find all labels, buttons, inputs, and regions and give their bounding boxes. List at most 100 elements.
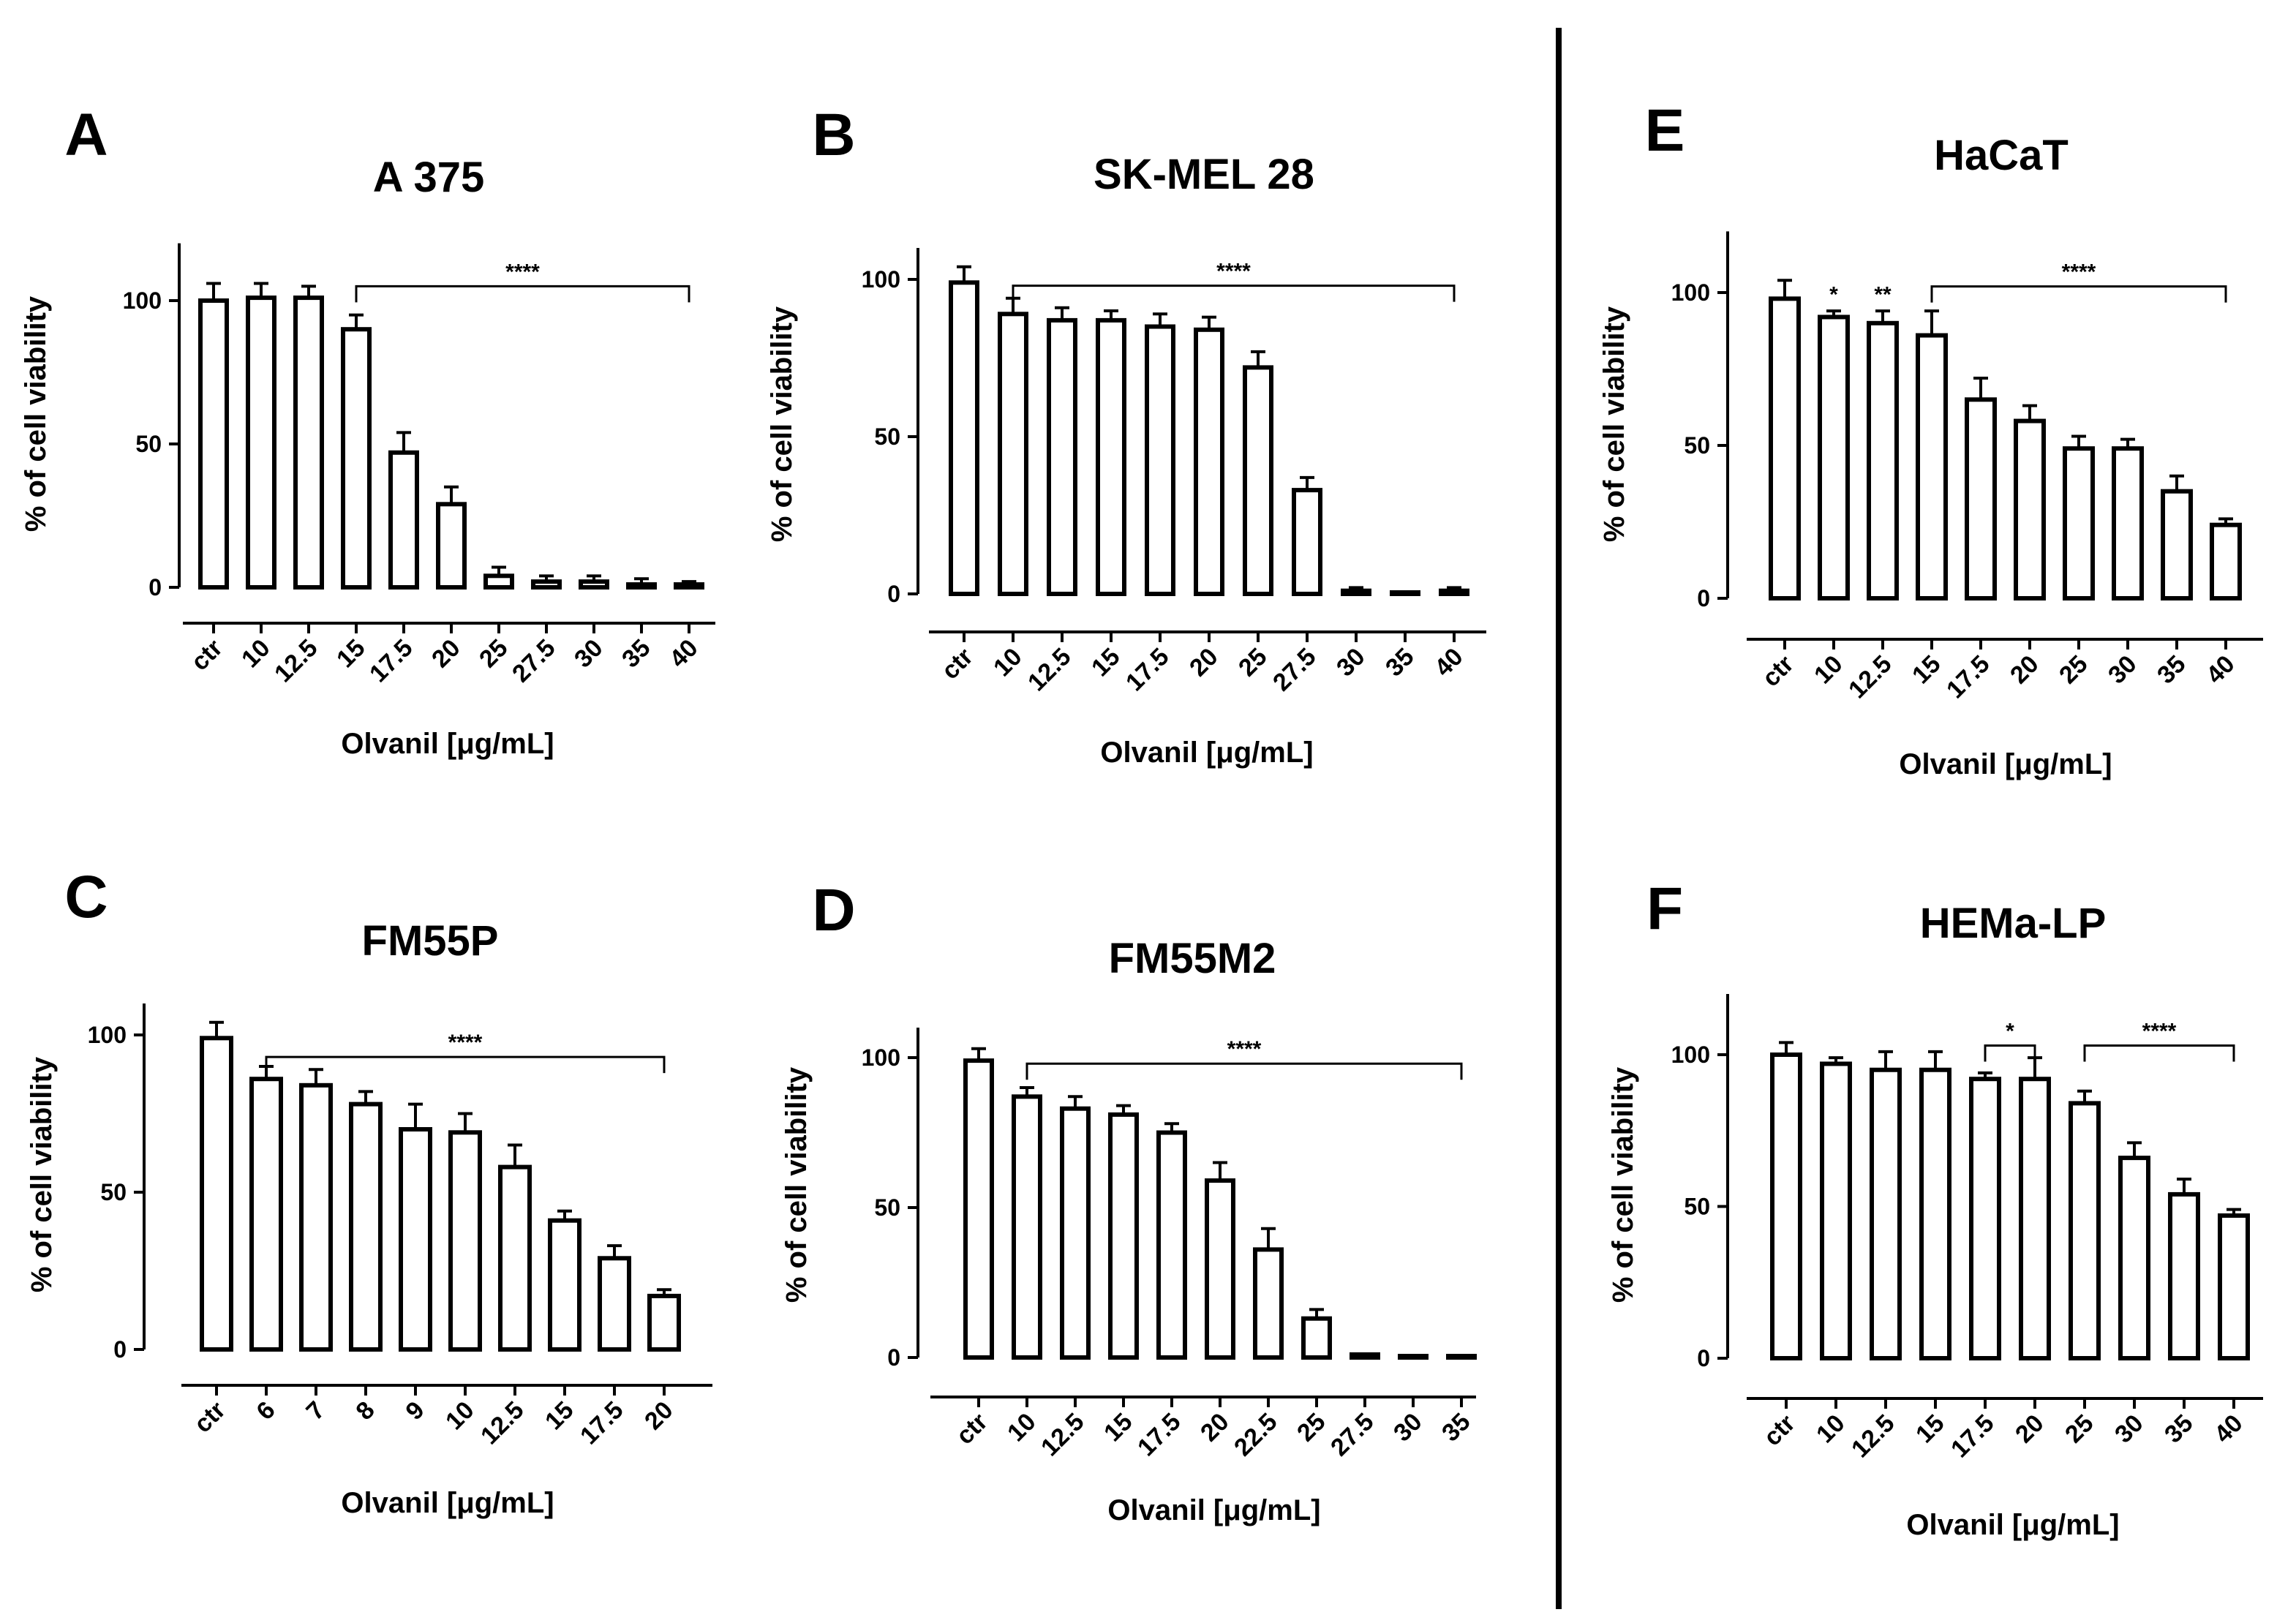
bar — [674, 582, 704, 590]
x-axis-label: Olvanil [μg/mL] — [1100, 737, 1313, 769]
x-tick-label: 12.5 — [1843, 650, 1897, 704]
chart-title: FM55P — [362, 917, 499, 965]
bar — [436, 502, 467, 590]
x-tick-label: 12.5 — [269, 634, 323, 688]
bar — [2112, 446, 2144, 600]
significance-bracket — [265, 1055, 666, 1074]
chart-title: HEMa-LP — [1920, 900, 2107, 947]
significance-label: **** — [1227, 1037, 1262, 1061]
bar — [1919, 1067, 1951, 1360]
chart-title: SK-MEL 28 — [1094, 151, 1314, 198]
bar — [1818, 315, 1850, 600]
bar — [293, 295, 324, 590]
significance-label: * — [1829, 283, 1838, 307]
x-tick-label: 10 — [440, 1396, 480, 1436]
bar — [1769, 296, 1801, 600]
bar — [1301, 1316, 1332, 1360]
x-tick-label: 15 — [1911, 1409, 1950, 1449]
y-axis-label: % of cell viability — [20, 295, 52, 532]
x-tick-label: 12.5 — [1023, 643, 1077, 697]
bar — [1916, 333, 1948, 600]
bar — [1965, 397, 1997, 600]
x-tick-label: ctr — [936, 643, 979, 685]
bar — [246, 295, 276, 590]
bar — [1096, 317, 1126, 596]
x-tick-label: 20 — [1184, 643, 1224, 682]
bar — [626, 582, 657, 590]
x-tick-label: 20 — [426, 634, 466, 674]
x-tick-label: ctr — [186, 634, 228, 677]
x-tick-label: 30 — [2103, 650, 2142, 690]
y-tick-label: 50 — [1684, 1194, 1710, 1220]
x-tick-label: 15 — [540, 1396, 579, 1436]
y-tick-label: 50 — [100, 1179, 127, 1205]
y-axis-label: % of cell viability — [1598, 306, 1630, 542]
bar — [1108, 1112, 1139, 1360]
x-axis-label: Olvanil [μg/mL] — [341, 1487, 554, 1519]
y-axis-label: % of cell viability — [1607, 1066, 1639, 1303]
bar — [1243, 365, 1273, 596]
bar — [647, 1293, 681, 1352]
bar — [1398, 1354, 1429, 1360]
significance-label: **** — [1216, 260, 1251, 284]
bar — [598, 1256, 631, 1352]
bar — [448, 1130, 482, 1352]
bar — [349, 1102, 383, 1352]
significance-bracket — [1012, 285, 1456, 302]
bar — [1770, 1052, 1802, 1360]
x-tick-label: 10 — [1811, 1409, 1851, 1449]
x-tick-label: ctr — [1757, 650, 1799, 693]
bar — [1060, 1106, 1091, 1360]
significance-label: * — [2006, 1020, 2014, 1044]
bar — [249, 1077, 283, 1352]
significance-bracket — [1025, 1062, 1463, 1080]
x-tick-label: 25 — [1292, 1408, 1331, 1447]
bar — [531, 579, 562, 590]
x-tick-label: 40 — [2201, 650, 2240, 690]
bar — [1194, 327, 1224, 596]
significance-bracket — [1930, 285, 2227, 303]
y-tick-label: 100 — [862, 266, 900, 293]
bar — [2019, 1077, 2051, 1360]
panel-label: A — [64, 102, 108, 168]
chart-title: A 375 — [373, 154, 485, 201]
chart-panel-d: D FM55M2 0 50 100 % of cell viability ctr 1012.… — [780, 877, 1477, 1526]
y-tick-label: 0 — [1697, 1345, 1710, 1371]
x-tick-label: 27.5 — [507, 634, 561, 688]
bar — [2063, 446, 2095, 600]
x-tick-label: 17.5 — [1941, 650, 1995, 704]
bar — [2168, 1191, 2200, 1361]
bar — [198, 298, 229, 590]
x-tick-label: 25 — [1233, 643, 1273, 682]
significance-label: **** — [448, 1031, 483, 1055]
x-tick-label: 9 — [400, 1396, 429, 1426]
y-axis-label: % of cell viability — [780, 1066, 813, 1303]
bar — [1867, 320, 1899, 600]
x-tick-label: 17.5 — [364, 634, 418, 688]
x-tick-label: 27.5 — [1268, 643, 1322, 697]
bar — [1156, 1130, 1187, 1360]
x-tick-label: 20 — [1195, 1408, 1235, 1447]
chart-panel-f: F HEMa-LP 0 50 100 % of cell viability ctr 1012… — [1607, 875, 2263, 1541]
x-axis-label: Olvanil [μg/mL] — [1899, 748, 2112, 780]
bar — [1446, 1354, 1477, 1360]
y-tick-label: 50 — [135, 431, 162, 457]
bar — [1047, 317, 1077, 596]
panel-label: F — [1646, 875, 1683, 942]
y-tick-label: 100 — [1671, 279, 1710, 306]
y-tick-label: 0 — [887, 1344, 900, 1371]
x-tick-label: 15 — [1086, 643, 1126, 682]
y-axis-label: % of cell viability — [26, 1056, 58, 1292]
chart-panel-e: E HaCaT 0 50 100 % of cell viability ctr 1012.5… — [1598, 97, 2263, 780]
significance-bracket — [2083, 1044, 2235, 1062]
x-tick-label: 25 — [2054, 650, 2093, 690]
y-tick-label: 0 — [113, 1336, 127, 1363]
chart-panel-c: C FM55P 0 50 100 % of cell viability ctr 6 7 8 9 10… — [26, 864, 712, 1519]
x-tick-label: ctr — [951, 1408, 993, 1450]
bar — [2161, 489, 2193, 601]
bar — [2210, 522, 2242, 600]
x-tick-label: 17.5 — [1946, 1409, 2000, 1464]
bar — [1969, 1077, 2001, 1360]
